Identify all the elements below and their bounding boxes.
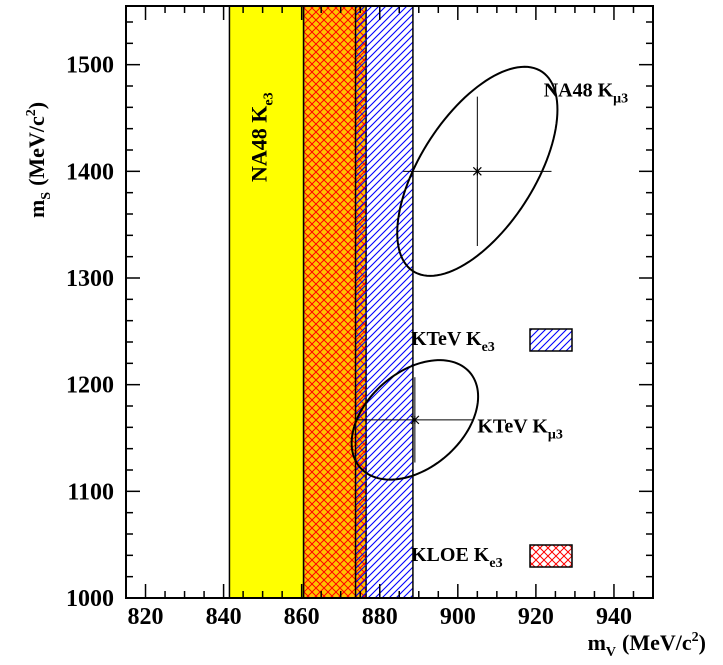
x-tick-label: 860	[284, 604, 320, 630]
ellipse-na48-kmu3	[396, 65, 559, 277]
x-tick-label: 900	[440, 604, 476, 630]
center-marker-na48-kmu3	[472, 166, 482, 176]
axis-ticks: 820 840 860 880 900 920 940 1000 1100 1200 1300 140…	[66, 6, 654, 630]
y-axis-label: mS(MeV/c2)	[24, 102, 54, 218]
legend: KTeV Ke3 KLOE Ke3	[411, 328, 573, 571]
y-tick-label: 1500	[66, 53, 114, 79]
center-marker-ktev-kmu3	[410, 415, 420, 425]
band-na48-ke3	[228, 6, 305, 598]
x-tick-label: 880	[362, 604, 398, 630]
legend-label-ktev-ke3: KTeV Ke3	[411, 328, 495, 355]
plot-border	[125, 5, 654, 599]
legend-swatch-kloe-ke3	[529, 544, 573, 568]
band-ktev-ke3	[354, 6, 414, 598]
x-tick-label: 940	[596, 604, 632, 630]
legend-label-kloe-ke3: KLOE Ke3	[411, 544, 503, 571]
legend-swatch-ktev-ke3	[529, 328, 573, 352]
y-tick-label: 1000	[66, 586, 114, 612]
plot-frame	[125, 5, 654, 599]
ellipse-label-na48-kmu3: NA48 Kμ3	[544, 80, 628, 107]
x-tick-label: 920	[518, 604, 554, 630]
y-tick-label: 1400	[66, 159, 114, 185]
x-tick-label: 840	[206, 604, 242, 630]
y-tick-label: 1300	[66, 266, 114, 292]
x-tick-label: 820	[128, 604, 164, 630]
ellipse-label-ktev-kmu3: KTeV Kμ3	[477, 416, 563, 443]
x-axis-label: mV (MeV/c2)	[588, 630, 706, 660]
y-tick-label: 1100	[67, 479, 114, 505]
ellipses	[350, 65, 559, 481]
y-tick-label: 1200	[66, 373, 114, 399]
bands	[228, 6, 414, 598]
band-label-na48-ke3: NA48 Ke3	[247, 92, 277, 182]
annotations: NA48 Ke3 NA48 Kμ3 KTeV Kμ3	[247, 80, 629, 443]
ellipse-ktev-kmu3	[350, 359, 480, 481]
